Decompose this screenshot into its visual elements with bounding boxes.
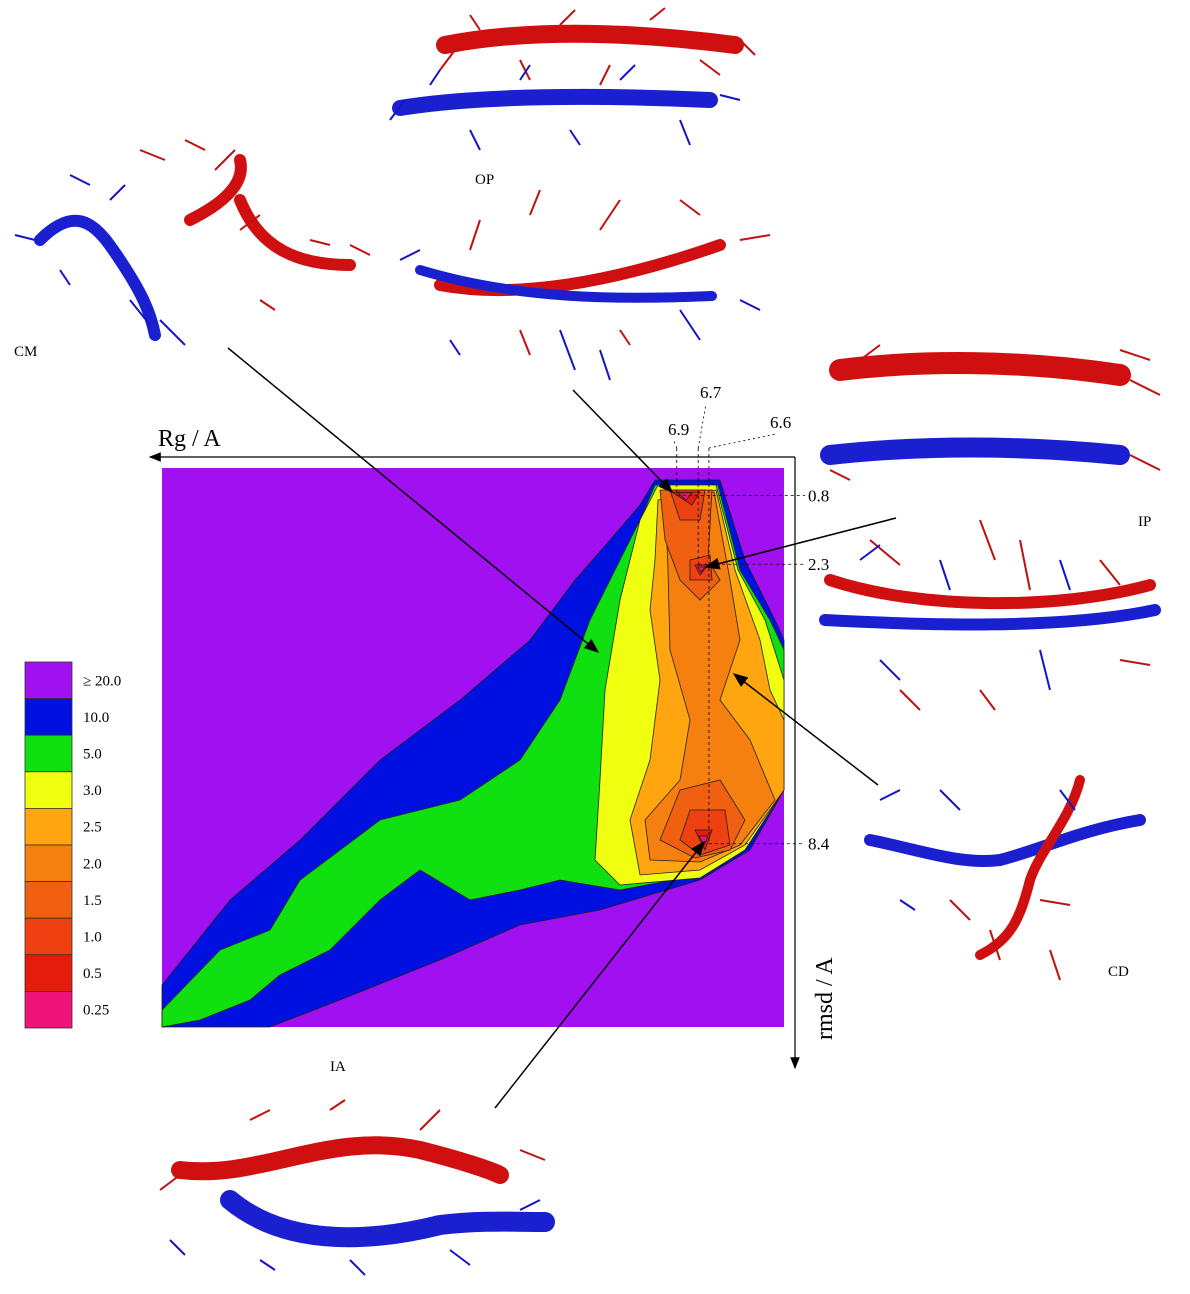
x-guide-leader xyxy=(698,404,706,448)
colorbar-swatch xyxy=(25,918,72,955)
colorbar-swatch xyxy=(25,772,72,809)
structure-op-bottom xyxy=(400,190,770,380)
colorbar-swatch xyxy=(25,991,72,1028)
colorbar-swatch xyxy=(25,808,72,845)
x-tick-label: 6.6 xyxy=(770,413,791,432)
colorbar-label: 0.25 xyxy=(83,1003,109,1019)
y-tick-label: 0.8 xyxy=(808,486,829,505)
colorbar-label: 10.0 xyxy=(83,710,109,726)
colorbar-swatch xyxy=(25,882,72,919)
x-guide-leader xyxy=(674,441,677,448)
structure-ip-top xyxy=(830,345,1160,480)
contour-plot xyxy=(162,468,784,1027)
colorbar-label: 0.5 xyxy=(83,966,102,982)
x-tick-label: 6.9 xyxy=(668,420,689,439)
x-guide-leader xyxy=(709,434,776,448)
structure-ip-bottom xyxy=(825,520,1155,710)
structure-label: IA xyxy=(330,1059,346,1075)
structure-cd xyxy=(870,780,1140,980)
y-tick-label: 2.3 xyxy=(808,555,829,574)
colorbar-swatch xyxy=(25,955,72,992)
x-tick-label: 6.7 xyxy=(700,383,722,402)
colorbar-label: 2.5 xyxy=(83,820,102,836)
colorbar-label: 1.0 xyxy=(83,930,102,946)
colorbar-label: 1.5 xyxy=(83,893,102,909)
colorbar: ≥ 20.0 10.0 5.0 3.0 2.5 2.0 1.5 1.0 0.5 0.25 xyxy=(25,662,121,1028)
y-tick-label: 8.4 xyxy=(808,835,830,854)
x-axis-label: Rg / A xyxy=(158,426,221,452)
colorbar-swatch xyxy=(25,699,72,736)
structure-label: IP xyxy=(1138,514,1151,530)
y-axis-label: rmsd / A xyxy=(812,957,838,1040)
structure-ia xyxy=(160,1100,545,1275)
colorbar-label: ≥ 20.0 xyxy=(83,673,121,689)
colorbar-label: 3.0 xyxy=(83,783,102,799)
structure-label: CM xyxy=(14,344,37,360)
colorbar-swatch xyxy=(25,735,72,772)
figure: OP CM IP CD IA Rg / A rmsd / A ≥ 20.0 10.0 5.0… xyxy=(0,0,1190,1294)
structure-label: CD xyxy=(1108,964,1129,980)
colorbar-swatch xyxy=(25,845,72,882)
structure-label: OP xyxy=(475,172,494,188)
colorbar-label: 5.0 xyxy=(83,747,102,763)
colorbar-label: 2.0 xyxy=(83,856,102,872)
colorbar-swatch xyxy=(25,662,72,699)
structure-op-top xyxy=(390,8,755,150)
structure-cm xyxy=(15,140,370,345)
